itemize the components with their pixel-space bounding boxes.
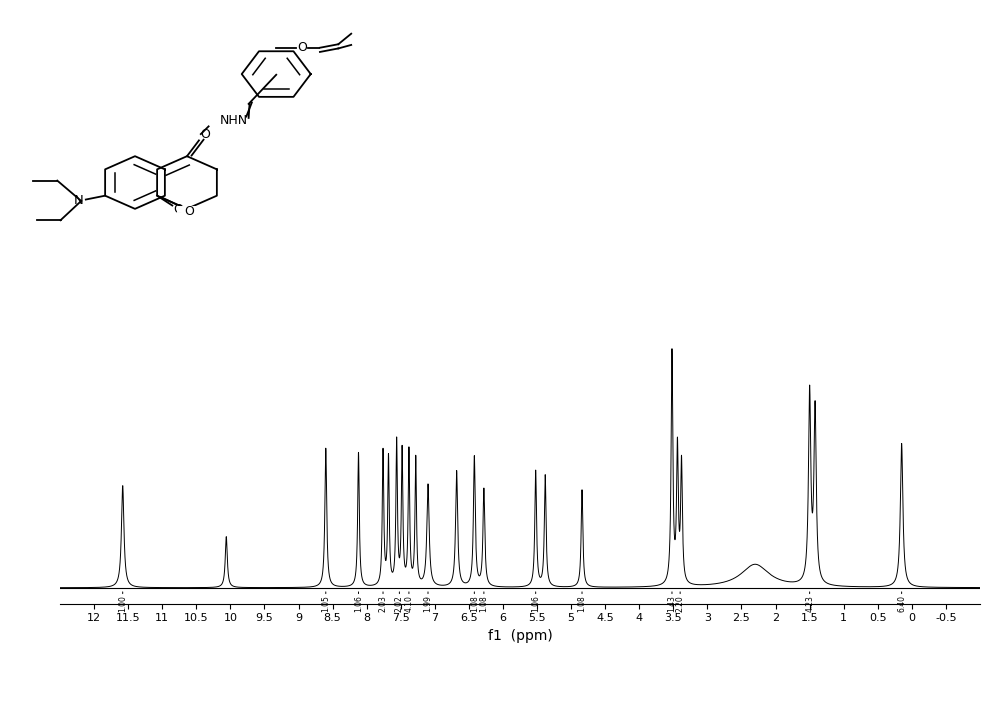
Text: 4.23: 4.23 bbox=[805, 595, 814, 612]
Text: O: O bbox=[173, 203, 183, 216]
Text: O: O bbox=[298, 41, 307, 53]
Text: O: O bbox=[200, 128, 210, 140]
Text: 2.20: 2.20 bbox=[676, 595, 685, 612]
Text: 2.02: 2.02 bbox=[395, 595, 404, 612]
Text: 2.03: 2.03 bbox=[379, 595, 388, 612]
Text: 1.08: 1.08 bbox=[578, 595, 587, 612]
Text: 6.40: 6.40 bbox=[897, 595, 906, 612]
Text: 4.10: 4.10 bbox=[404, 595, 413, 612]
Text: 1.06: 1.06 bbox=[354, 595, 363, 612]
Text: 1.08: 1.08 bbox=[479, 595, 488, 612]
Text: 1.43: 1.43 bbox=[667, 595, 676, 612]
Text: 1.99: 1.99 bbox=[424, 595, 432, 612]
Text: 1.06: 1.06 bbox=[531, 595, 540, 612]
Text: O: O bbox=[184, 205, 194, 218]
Text: NHN: NHN bbox=[220, 114, 248, 127]
Text: 1.00: 1.00 bbox=[118, 595, 127, 612]
Text: 1.08: 1.08 bbox=[470, 595, 479, 612]
Text: N: N bbox=[74, 194, 84, 208]
X-axis label: f1  (ppm): f1 (ppm) bbox=[488, 629, 552, 643]
Text: 1.05: 1.05 bbox=[321, 595, 330, 612]
